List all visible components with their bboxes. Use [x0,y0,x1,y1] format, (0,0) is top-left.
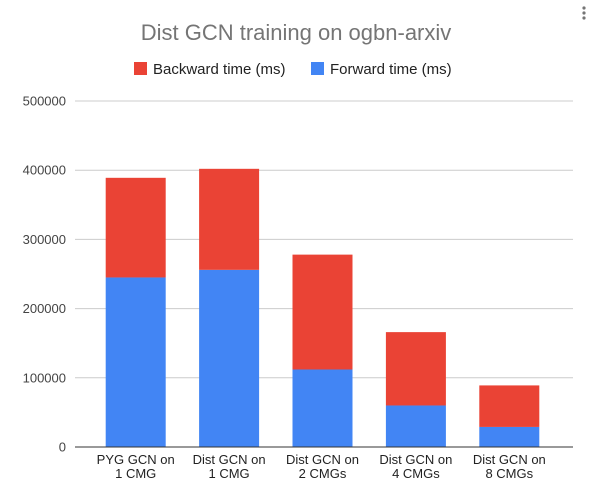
bar-segment-forward [105,277,166,447]
bar-segment-backward [105,177,166,278]
bar-stack [292,254,353,447]
legend: Backward time (ms) Forward time (ms) [134,61,452,78]
chart-title: Dist GCN training on ogbn-arxiv [141,20,452,45]
bar-segment-forward [199,269,260,447]
bar-stack [479,385,540,447]
x-category-label-line: 1 CMG [115,466,156,481]
bar-stack [105,177,166,447]
x-category-label-line: Dist GCN on [379,452,452,467]
y-tick-label: 300000 [23,232,66,247]
legend-swatch [134,62,147,75]
bar-segment-backward [292,254,353,370]
bar-segment-forward [479,426,540,447]
bar-stack [199,168,260,447]
bar-segment-backward [479,385,540,427]
y-tick-label: 200000 [23,301,66,316]
y-tick-label: 400000 [23,163,66,178]
x-category-label-line: Dist GCN on [193,452,266,467]
vertical-dots-icon [582,6,586,20]
bar-stack [385,332,446,447]
legend-label: Backward time (ms) [153,61,286,78]
x-category-label: Dist GCN on 1 CMG [193,452,266,481]
x-category-label-line: PYG GCN on [97,452,175,467]
x-category-label-line: 2 CMGs [299,466,347,481]
bar-segment-backward [199,168,260,270]
bar-segment-forward [292,369,353,447]
x-category-label: Dist GCN on 4 CMGs [379,452,452,481]
bars [105,168,540,447]
x-category-label: Dist GCN on 8 CMGs [473,452,546,481]
x-category-label-line: 1 CMG [209,466,250,481]
legend-item: Forward time (ms) [311,61,452,78]
x-category-label: PYG GCN on 1 CMG [97,452,175,481]
bar-segment-forward [385,405,446,447]
legend-label: Forward time (ms) [330,61,452,78]
x-category-label-line: Dist GCN on [286,452,359,467]
bar-segment-backward [385,332,446,406]
chart-menu-button[interactable] [582,6,586,20]
legend-swatch [311,62,324,75]
y-tick-label: 0 [59,440,66,455]
x-category-label-line: Dist GCN on [473,452,546,467]
x-category-label-line: 8 CMGs [485,466,533,481]
legend-item: Backward time (ms) [134,61,286,78]
y-axis-tick-labels: 0 100000 200000 300000 400000 500000 [23,94,66,455]
x-category-label-line: 4 CMGs [392,466,440,481]
y-tick-label: 500000 [23,94,66,109]
x-category-label: Dist GCN on 2 CMGs [286,452,359,481]
y-tick-label: 100000 [23,370,66,385]
